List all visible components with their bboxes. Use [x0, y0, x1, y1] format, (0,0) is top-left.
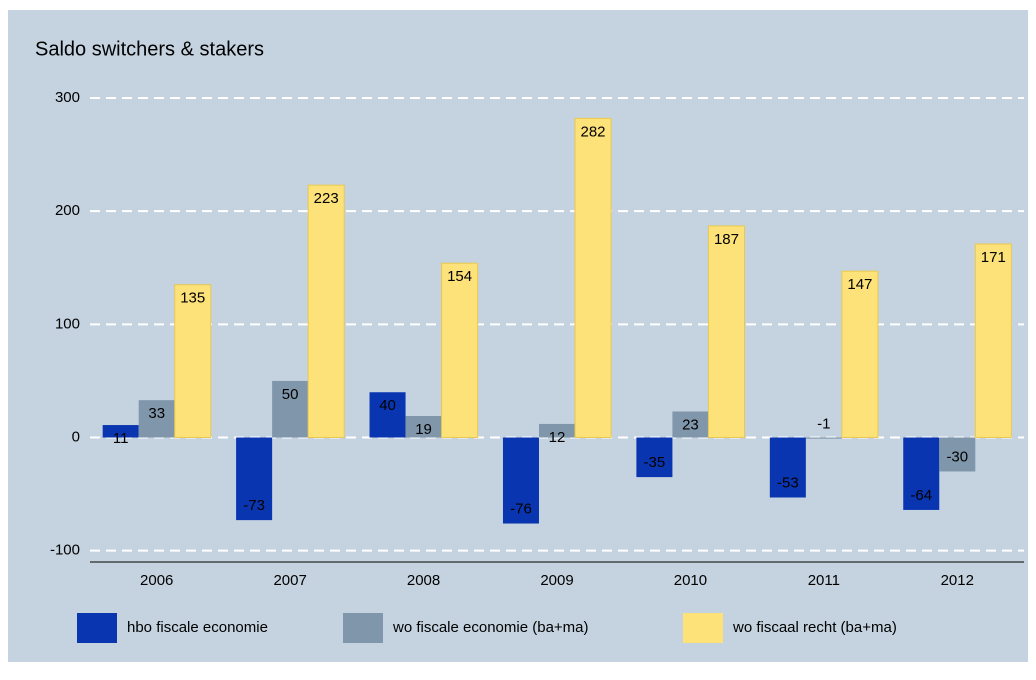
bar [174, 284, 212, 439]
data-label: 187 [714, 231, 739, 248]
legend-swatch [343, 613, 383, 643]
legend-swatch [683, 613, 723, 643]
data-label: -53 [777, 474, 799, 491]
bar [236, 437, 273, 521]
bar [405, 416, 442, 438]
bar [272, 380, 309, 438]
bar [974, 243, 1012, 439]
data-label: -73 [243, 497, 265, 514]
bar [903, 437, 940, 510]
data-label: 147 [847, 276, 872, 293]
data-label: 23 [682, 416, 699, 433]
y-tick-label: 0 [72, 428, 80, 445]
x-tick-label: 2010 [674, 572, 707, 589]
bar [138, 400, 175, 438]
chart-title: Saldo switchers & stakers [35, 38, 264, 60]
y-tick-label: -100 [50, 542, 80, 559]
bar [502, 437, 539, 524]
data-label: -30 [946, 448, 968, 465]
data-label: -35 [644, 454, 666, 471]
data-label: 12 [549, 429, 566, 446]
data-label: 19 [415, 421, 432, 438]
legend-label: hbo fiscale economie [127, 619, 268, 636]
x-tick-label: 2011 [808, 572, 840, 589]
legend-label: wo fiscale economie (ba+ma) [392, 619, 589, 636]
x-tick-label: 2008 [407, 572, 440, 589]
data-label: 282 [581, 123, 606, 140]
data-label: -1 [817, 416, 830, 433]
data-label: -76 [510, 500, 532, 517]
y-tick-label: 100 [55, 315, 80, 332]
data-label: 33 [148, 405, 165, 422]
data-label: 171 [981, 249, 1006, 266]
y-tick-label: 300 [55, 89, 80, 106]
x-tick-label: 2007 [273, 572, 306, 589]
bar [636, 437, 673, 478]
bar [441, 262, 479, 439]
bar [939, 437, 976, 472]
bar [769, 437, 806, 498]
y-tick-label: 200 [55, 202, 80, 219]
bar [805, 437, 842, 439]
bar [538, 423, 576, 438]
data-label: 154 [447, 268, 472, 285]
bar [102, 425, 139, 438]
bar [574, 117, 612, 439]
data-label: 135 [180, 290, 205, 307]
bar [841, 270, 879, 439]
x-tick-label: 2009 [540, 572, 573, 589]
bar [307, 184, 345, 439]
x-tick-label: 2012 [941, 572, 974, 589]
legend-swatch [77, 613, 117, 643]
legend-label: wo fiscaal recht (ba+ma) [732, 619, 897, 636]
data-label: 11 [113, 430, 129, 447]
bar [369, 392, 406, 438]
x-tick-label: 2006 [140, 572, 173, 589]
data-label: 50 [282, 386, 299, 403]
data-label: -64 [910, 487, 932, 504]
data-label: 40 [379, 397, 396, 414]
bar [707, 225, 745, 439]
bar [672, 411, 709, 438]
data-label: 223 [314, 190, 339, 207]
